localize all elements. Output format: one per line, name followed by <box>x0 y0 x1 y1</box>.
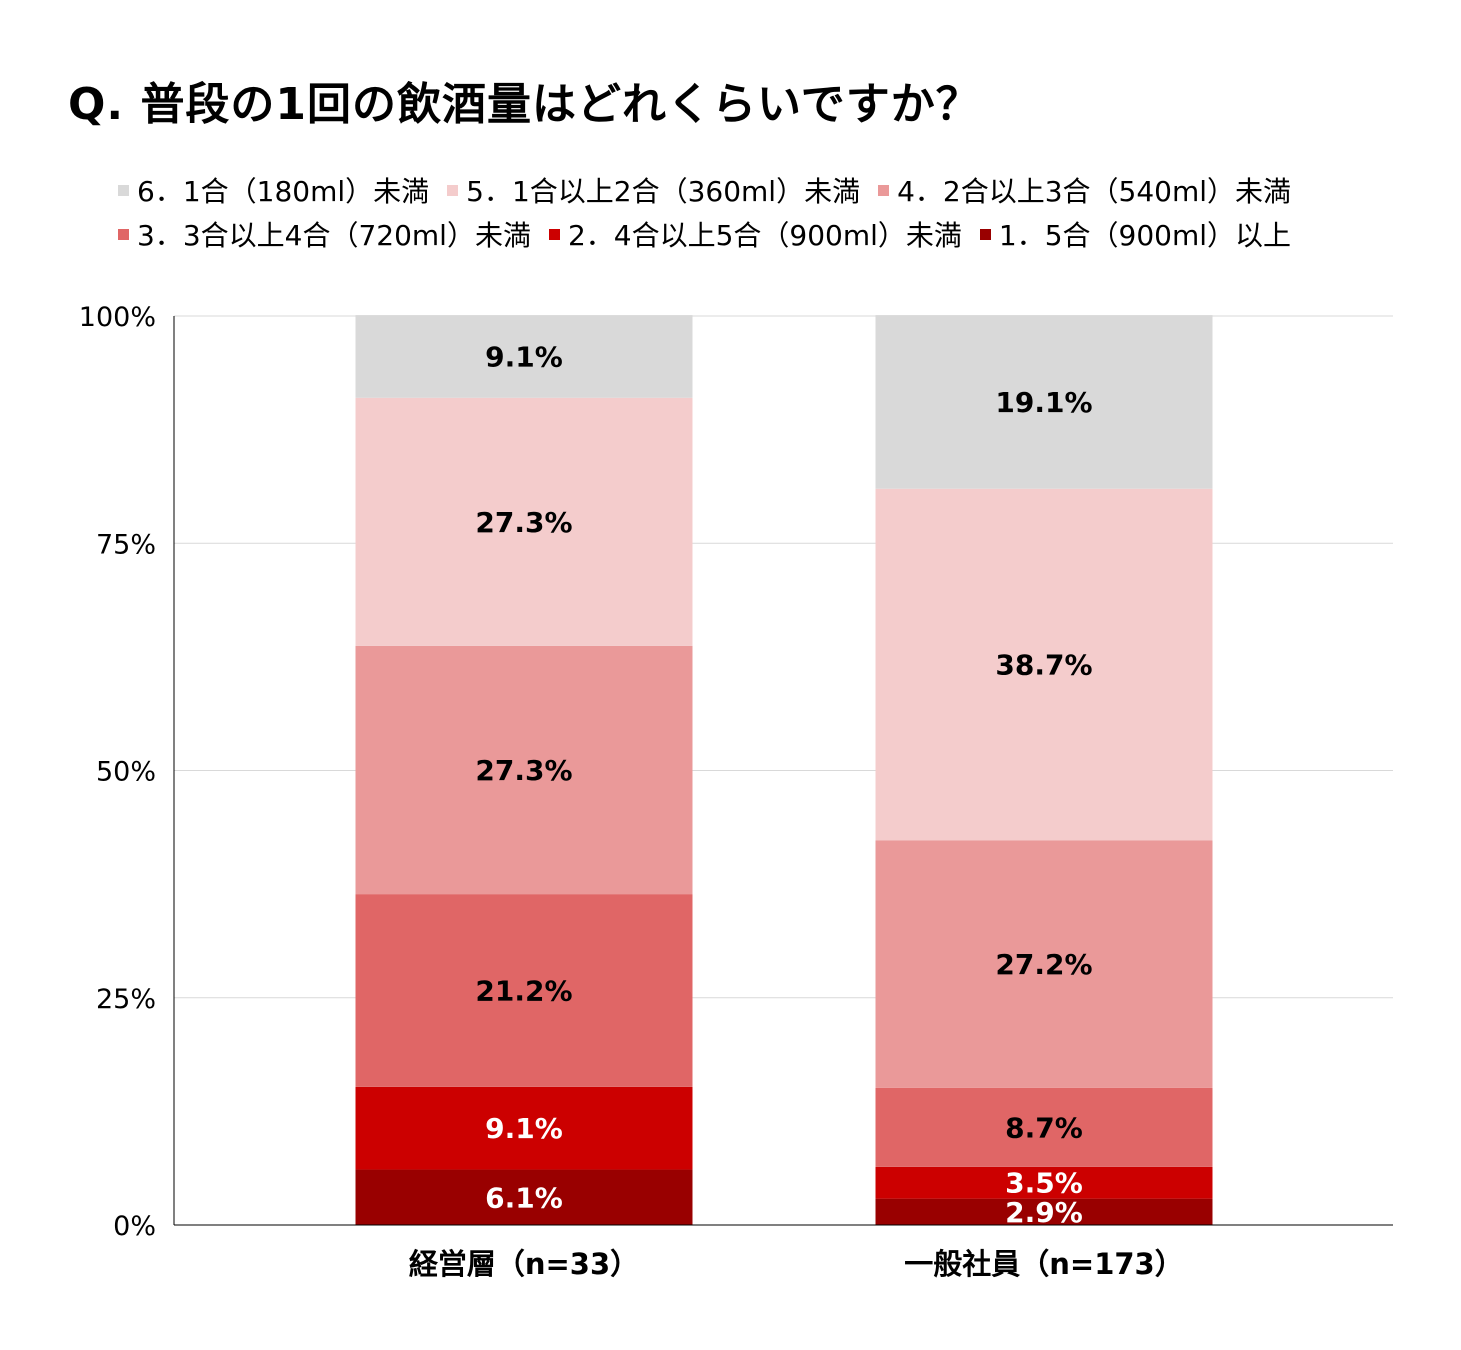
legend-item-5: 5．1合以上2合（360ml）未満 <box>447 170 860 210</box>
legend-swatch-5 <box>447 184 459 196</box>
x-category-label-1: 経営層（n=33） <box>409 1247 639 1281</box>
data-label-2-6: 19.1% <box>995 386 1092 419</box>
legend-swatch-6 <box>118 184 129 196</box>
bar-segment-2-1 <box>875 1198 1213 1225</box>
data-label-2-4: 27.2% <box>995 948 1092 981</box>
data-label-1-2: 9.1% <box>485 1112 563 1145</box>
bar-segment-1-5 <box>355 397 693 646</box>
legend-item-1: 1．5合（900ml）以上 <box>979 214 1292 254</box>
legend-label-5: 5．1合以上2合（360ml）未満 <box>466 175 861 208</box>
legend-label-2: 2．4合以上5合（900ml）未満 <box>567 219 962 252</box>
legend-swatch-2 <box>548 228 560 240</box>
bar-segment-2-2 <box>875 1166 1213 1199</box>
bar-segment-1-6 <box>355 315 693 398</box>
x-category-label-2: 一般社員（n=173） <box>904 1247 1183 1281</box>
bar-segment-2-6 <box>875 315 1213 489</box>
y-tick-label-75: 75% <box>96 529 156 560</box>
data-label-1-5: 27.3% <box>475 506 572 539</box>
legend-label-6: 6．1合（180ml）未満 <box>137 175 430 208</box>
bar-segment-1-4 <box>355 645 693 895</box>
chart-title: Q. 普段の1回の飲酒量はどれくらいですか？ <box>68 79 981 130</box>
data-label-1-3: 21.2% <box>475 974 572 1007</box>
bar-segment-1-1 <box>355 1169 693 1225</box>
legend-row-2: 3．3合以上4合（720ml）未満 2．4合以上5合（900ml）未満 1．5合… <box>118 212 1378 256</box>
data-label-2-2: 3.5% <box>1005 1167 1083 1200</box>
legend-swatch-4 <box>878 184 890 196</box>
bar-segment-2-4 <box>875 840 1213 1088</box>
y-tick-label-50: 50% <box>96 757 156 788</box>
data-label-2-3: 8.7% <box>1005 1111 1083 1144</box>
bar-segment-1-2 <box>355 1086 693 1170</box>
data-label-2-1: 2.9% <box>1005 1196 1083 1229</box>
y-tick-label-0: 0% <box>113 1211 156 1242</box>
data-label-1-1: 6.1% <box>485 1181 563 1214</box>
chart-legend: 6．1合（180ml）未満 5．1合以上2合（360ml）未満 4．2合以上3合… <box>118 168 1378 256</box>
legend-swatch-1 <box>979 228 991 240</box>
y-tick-label-100: 100% <box>79 302 156 333</box>
legend-item-6: 6．1合（180ml）未満 <box>118 170 429 210</box>
bar-segment-2-3 <box>875 1087 1213 1167</box>
bar-segment-1-3 <box>355 894 693 1087</box>
legend-item-2: 2．4合以上5合（900ml）未満 <box>548 214 962 254</box>
legend-swatch-3 <box>118 228 129 240</box>
y-tick-label-25: 25% <box>96 984 156 1015</box>
legend-label-3: 3．3合以上4合（720ml）未満 <box>137 219 531 252</box>
data-label-1-4: 27.3% <box>475 754 572 787</box>
legend-label-1: 1．5合（900ml）以上 <box>998 219 1292 252</box>
legend-label-4: 4．2合以上3合（540ml）未満 <box>897 175 1292 208</box>
data-label-2-5: 38.7% <box>995 649 1092 682</box>
data-label-1-6: 9.1% <box>485 340 563 373</box>
legend-row-1: 6．1合（180ml）未満 5．1合以上2合（360ml）未満 4．2合以上3合… <box>118 168 1378 212</box>
legend-item-4: 4．2合以上3合（540ml）未満 <box>878 170 1291 210</box>
legend-item-3: 3．3合以上4合（720ml）未満 <box>118 214 531 254</box>
bar-segment-2-5 <box>875 488 1213 841</box>
